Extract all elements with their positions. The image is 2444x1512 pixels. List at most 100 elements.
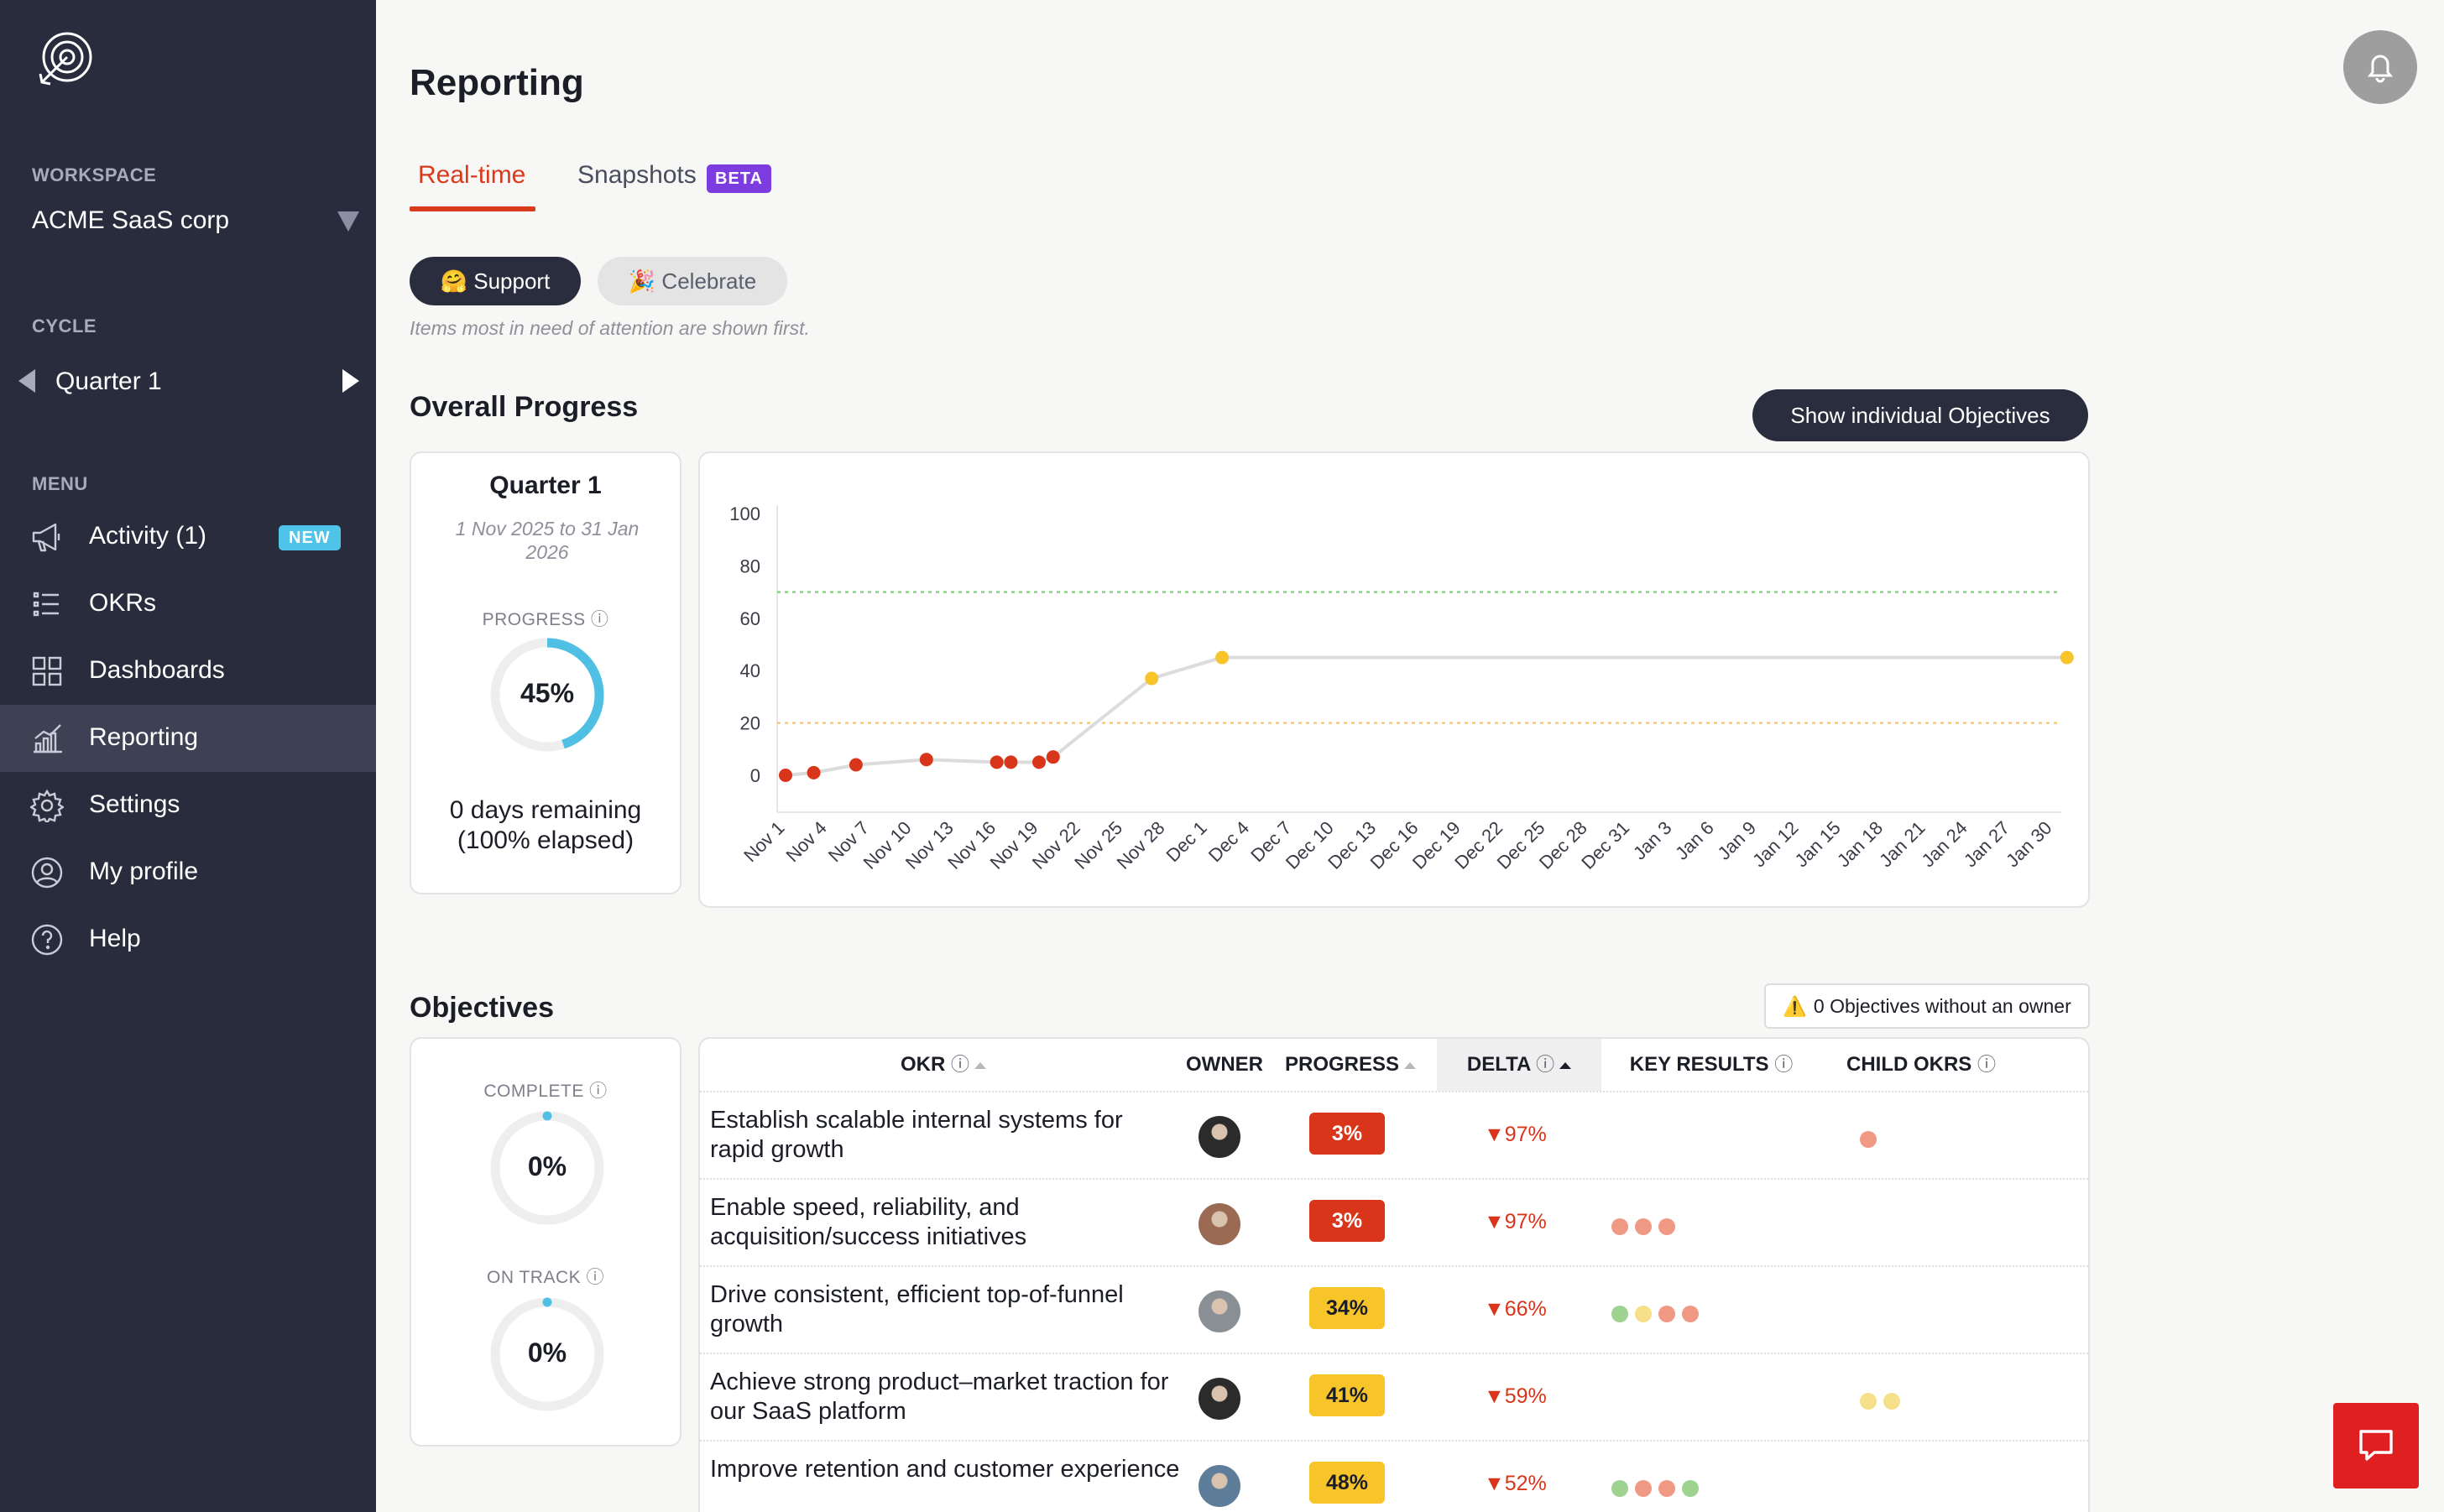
chat-button[interactable] (2333, 1403, 2419, 1489)
sidebar-item-settings[interactable]: Settings (0, 772, 376, 839)
key-result-status-dot[interactable] (1611, 1306, 1628, 1322)
x-tick-label: Jan 27 (1960, 817, 2013, 871)
y-tick-label: 100 (729, 503, 760, 524)
progress-badge: 3% (1309, 1113, 1385, 1155)
celebrate-filter-button[interactable]: 🎉 Celebrate (598, 257, 787, 305)
key-result-status-dot[interactable] (1635, 1480, 1652, 1497)
key-result-dots[interactable] (1611, 1306, 1699, 1322)
child-okr-dots[interactable] (1860, 1393, 1900, 1410)
bell-icon (2368, 55, 2393, 83)
key-result-status-dot[interactable] (1682, 1306, 1699, 1322)
table-row[interactable]: Improve retention and customer experienc… (700, 1440, 2088, 1512)
key-result-status-dot[interactable] (1682, 1480, 1699, 1497)
child-okr-status-dot[interactable] (1860, 1393, 1877, 1410)
tab-real-time[interactable]: Real-time (418, 161, 526, 189)
notifications-button[interactable] (2343, 30, 2417, 104)
okr-name[interactable]: Drive consistent, efficient top-of-funne… (710, 1281, 1124, 1337)
next-cycle-icon[interactable] (342, 369, 359, 393)
gear-icon (29, 789, 65, 826)
x-tick-label: Jan 15 (1790, 817, 1844, 871)
child-okr-dots[interactable] (1860, 1131, 1877, 1148)
okr-name[interactable]: Improve retention and customer experienc… (710, 1456, 1180, 1483)
key-result-status-dot[interactable] (1658, 1306, 1675, 1322)
x-tick-label: Jan 6 (1671, 817, 1718, 864)
grid-icon (30, 654, 64, 688)
cycle-label: CYCLE (32, 315, 97, 336)
data-point (1004, 755, 1018, 769)
y-tick-label: 60 (740, 608, 760, 629)
progress-badge: 41% (1309, 1374, 1385, 1416)
key-result-status-dot[interactable] (1658, 1218, 1675, 1235)
y-tick-label: 20 (740, 713, 760, 734)
key-result-dots[interactable] (1611, 1218, 1675, 1235)
list-icon (30, 587, 64, 621)
target-logo-icon[interactable] (34, 30, 94, 91)
page-title: Reporting (410, 62, 584, 103)
sort-icon (974, 1061, 987, 1069)
tab-snapshots[interactable]: Snapshots (577, 161, 697, 189)
warning-icon: ⚠️ (1783, 995, 1807, 1017)
okr-name[interactable]: Enable speed, reliability, and acquisiti… (710, 1194, 1027, 1250)
quarter-name: Quarter 1 (489, 472, 602, 499)
support-filter-button[interactable]: 🤗 Support (410, 257, 581, 305)
x-tick-label: Jan 3 (1629, 817, 1676, 864)
attention-note: Items most in need of attention are show… (410, 317, 810, 339)
sidebar-item-help[interactable]: Help (0, 906, 376, 973)
workspace-select[interactable]: ACME SaaS corp (32, 206, 359, 247)
key-result-dots[interactable] (1611, 1480, 1699, 1497)
data-point (1215, 650, 1230, 665)
key-result-status-dot[interactable] (1635, 1218, 1652, 1235)
column-header-delta[interactable]: DELTA ⓘ (1437, 1039, 1601, 1091)
progress-badge: 48% (1309, 1462, 1385, 1504)
key-result-status-dot[interactable] (1658, 1480, 1675, 1497)
owner-avatar[interactable] (1198, 1203, 1240, 1245)
owner-avatar[interactable] (1198, 1378, 1240, 1420)
sidebar-item-activity[interactable]: Activity (1) NEW (0, 503, 376, 571)
sidebar-item-dashboards[interactable]: Dashboards (0, 638, 376, 705)
column-header-key-results[interactable]: KEY RESULTS ⓘ (1615, 1039, 1808, 1091)
previous-cycle-icon[interactable] (18, 369, 35, 393)
owner-avatar[interactable] (1198, 1116, 1240, 1158)
column-header-child-okrs[interactable]: CHILD OKRS ⓘ (1816, 1039, 2026, 1091)
key-result-status-dot[interactable] (1635, 1306, 1652, 1322)
sidebar: WORKSPACE ACME SaaS corp CYCLE Quarter 1… (0, 0, 376, 1512)
key-result-status-dot[interactable] (1611, 1218, 1628, 1235)
elapsed-text: (100% elapsed) (457, 826, 634, 854)
chat-icon (2359, 1430, 2393, 1461)
quarter-summary-card: Quarter 1 1 Nov 2025 to 31 Jan 2026 PROG… (410, 451, 682, 894)
column-header-okr[interactable]: OKR ⓘ (700, 1039, 1187, 1091)
x-tick-label: Jan 24 (1917, 817, 1971, 871)
sidebar-item-my-profile[interactable]: My profile (0, 839, 376, 906)
key-result-status-dot[interactable] (1611, 1480, 1628, 1497)
column-header-owner[interactable]: OWNER (1186, 1053, 1263, 1076)
data-point (849, 758, 863, 772)
sort-icon (1404, 1061, 1417, 1069)
x-tick-label: Nov 28 (1113, 817, 1169, 873)
info-icon: ⓘ (1536, 1054, 1555, 1075)
column-header-progress[interactable]: PROGRESS (1279, 1039, 1422, 1091)
sidebar-item-label: Settings (89, 790, 180, 818)
x-tick-label: Nov 4 (782, 817, 831, 866)
okr-name[interactable]: Achieve strong product–market traction f… (710, 1369, 1169, 1425)
table-row[interactable]: Enable speed, reliability, and acquisiti… (700, 1178, 2088, 1265)
show-individual-objectives-button[interactable]: Show individual Objectives (1752, 389, 2088, 441)
okr-name[interactable]: Establish scalable internal systems for … (710, 1107, 1123, 1163)
sidebar-item-okrs[interactable]: OKRs (0, 571, 376, 638)
child-okr-status-dot[interactable] (1883, 1393, 1900, 1410)
workspace-name: ACME SaaS corp (32, 206, 230, 234)
table-row[interactable]: Establish scalable internal systems for … (700, 1091, 2088, 1178)
x-tick-label: Nov 1 (739, 817, 788, 866)
table-row[interactable]: Achieve strong product–market traction f… (700, 1353, 2088, 1440)
table-row[interactable]: Drive consistent, efficient top-of-funne… (700, 1265, 2088, 1353)
menu-label: MENU (32, 473, 88, 494)
info-icon: ⓘ (1977, 1054, 1997, 1075)
objectives-without-owner-button[interactable]: ⚠️ 0 Objectives without an owner (1764, 983, 2090, 1029)
x-tick-label: Jan 21 (1875, 817, 1929, 871)
owner-avatar[interactable] (1198, 1465, 1240, 1507)
okr-table: OKR ⓘ OWNER PROGRESS DELTA ⓘ KEY RESULTS… (698, 1037, 2090, 1512)
sidebar-item-reporting[interactable]: Reporting (0, 705, 376, 772)
x-tick-label: Dec 4 (1204, 817, 1253, 866)
child-okr-status-dot[interactable] (1860, 1131, 1877, 1148)
active-tab-indicator (410, 206, 535, 211)
owner-avatar[interactable] (1198, 1290, 1240, 1332)
